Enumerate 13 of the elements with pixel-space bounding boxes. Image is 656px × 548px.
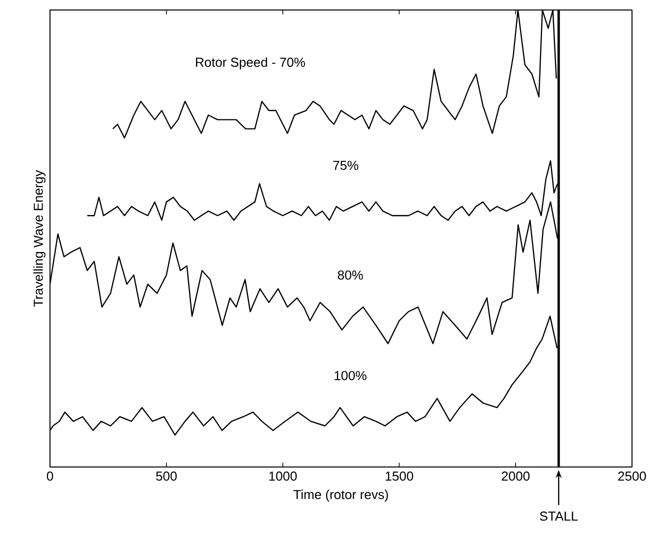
x-axis-title: Time (rotor revs) — [294, 490, 388, 502]
x-tick-label: 1500 — [386, 472, 414, 481]
text: 100% — [334, 371, 366, 380]
x-tick-label: 2500 — [618, 472, 646, 481]
text: Rotor Speed - 70% — [196, 57, 306, 70]
x-tick-label: 500 — [156, 472, 177, 481]
text: 75% — [333, 160, 358, 170]
y-axis-title: Travelling Wave Energy — [33, 170, 46, 307]
x-tick-label: 0 — [46, 472, 54, 481]
x-tick-label: 1000 — [269, 472, 297, 481]
x-tick-label: 2000 — [502, 472, 530, 481]
text: 80% — [338, 270, 363, 280]
ref-line-label: STALL — [540, 512, 578, 521]
